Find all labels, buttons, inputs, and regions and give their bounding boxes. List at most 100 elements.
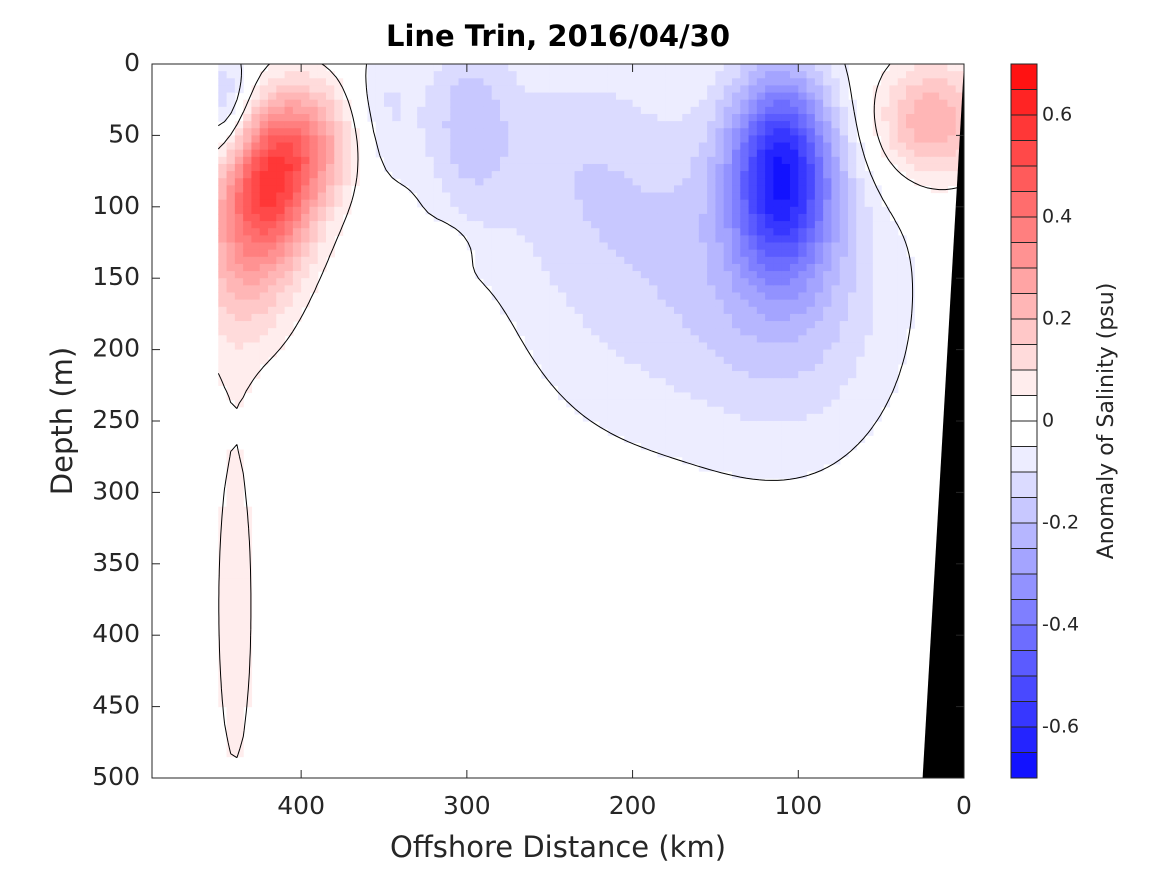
field-cell	[566, 121, 576, 129]
field-cell	[483, 142, 493, 151]
field-cell	[616, 349, 625, 358]
field-cell	[707, 213, 717, 222]
colorbar-swatch	[1011, 140, 1037, 167]
field-cell	[740, 121, 750, 129]
field-cell	[268, 135, 277, 144]
field-cell	[806, 64, 816, 72]
field-cell	[234, 142, 244, 151]
field-cell	[408, 71, 418, 79]
field-cell	[218, 356, 228, 365]
colorbar-swatch	[1011, 293, 1037, 320]
field-cell	[773, 328, 783, 336]
field-cell	[649, 356, 659, 365]
field-cell	[814, 142, 824, 151]
field-cell	[864, 285, 874, 294]
field-cell	[698, 313, 708, 322]
field-cell	[226, 135, 236, 144]
field-cell	[234, 692, 244, 701]
field-cell	[930, 156, 940, 165]
field-cell	[301, 135, 311, 144]
field-cell	[475, 78, 485, 87]
field-cell	[881, 242, 891, 251]
field-cell	[756, 406, 766, 415]
field-cell	[475, 221, 485, 229]
field-cell	[947, 121, 957, 129]
field-cell	[889, 349, 899, 358]
field-cell	[292, 156, 302, 165]
field-cell	[574, 306, 584, 315]
field-cell	[806, 399, 816, 408]
field-cell	[392, 135, 402, 144]
field-cell	[276, 128, 286, 136]
field-cell	[491, 206, 501, 215]
field-cell	[798, 156, 808, 165]
field-cell	[450, 128, 460, 136]
field-cell	[798, 249, 808, 258]
field-cell	[881, 285, 891, 294]
field-cell	[939, 142, 949, 151]
field-cell	[599, 85, 609, 94]
field-cell	[831, 149, 841, 158]
field-cell	[814, 121, 824, 129]
field-cell	[839, 199, 849, 208]
field-cell	[864, 413, 874, 422]
field-cell	[723, 413, 733, 422]
field-cell	[640, 349, 650, 358]
field-cell	[251, 313, 261, 322]
field-cell	[616, 106, 625, 115]
field-cell	[823, 221, 833, 229]
field-cell	[798, 335, 808, 344]
field-cell	[682, 356, 692, 365]
field-cell	[259, 71, 269, 79]
field-cell	[442, 213, 451, 222]
field-cell	[218, 235, 228, 244]
field-cell	[698, 221, 708, 229]
field-cell	[748, 299, 758, 308]
field-cell	[897, 278, 907, 286]
field-cell	[458, 228, 468, 236]
field-cell	[259, 328, 269, 336]
field-cell	[773, 449, 783, 458]
field-cell	[715, 128, 725, 136]
field-cell	[715, 385, 725, 394]
field-cell	[541, 121, 551, 129]
field-cell	[930, 135, 940, 144]
field-cell	[740, 306, 750, 315]
field-cell	[657, 299, 667, 308]
field-cell	[889, 299, 899, 308]
field-cell	[599, 121, 609, 129]
field-cell	[723, 85, 733, 94]
field-cell	[640, 221, 650, 229]
field-cell	[773, 199, 783, 208]
field-cell	[326, 156, 335, 165]
field-cell	[541, 185, 551, 194]
field-cell	[864, 292, 874, 301]
field-cell	[616, 192, 625, 201]
field-cell	[798, 221, 808, 229]
field-cell	[897, 85, 907, 94]
field-cell	[500, 128, 509, 136]
field-cell	[574, 192, 584, 201]
field-cell	[541, 178, 551, 186]
field-cell	[226, 142, 236, 151]
colorbar-swatch	[1011, 395, 1037, 422]
field-cell	[790, 385, 799, 394]
field-cell	[715, 235, 725, 244]
field-cell	[707, 221, 717, 229]
field-cell	[814, 385, 824, 394]
field-cell	[268, 321, 277, 329]
field-cell	[682, 321, 692, 329]
field-cell	[707, 313, 717, 322]
field-cell	[881, 378, 891, 386]
field-cell	[425, 78, 435, 87]
field-cell	[326, 192, 335, 201]
field-cell	[682, 64, 692, 72]
y-tick-label: 250	[92, 405, 140, 434]
field-cell	[690, 256, 700, 265]
field-cell	[574, 64, 584, 72]
field-cell	[715, 213, 725, 222]
field-cell	[475, 249, 485, 258]
field-cell	[823, 106, 833, 115]
field-cell	[292, 235, 302, 244]
field-cell	[516, 299, 526, 308]
